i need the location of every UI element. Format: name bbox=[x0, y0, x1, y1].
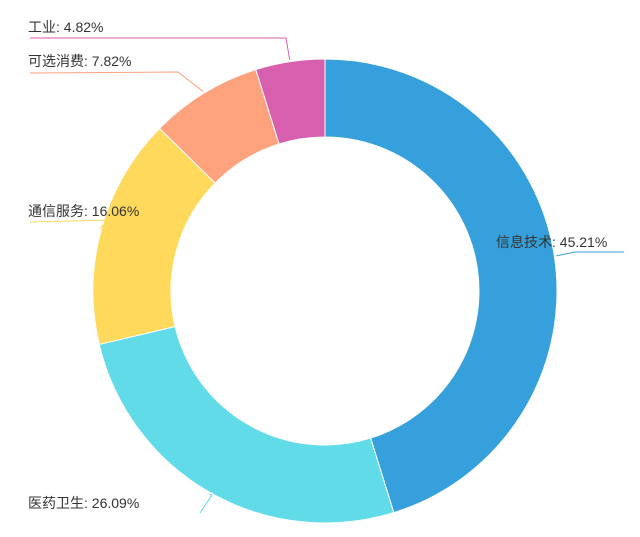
data-label-1: 医药卫生: 26.09% bbox=[28, 495, 139, 511]
leader-line-4 bbox=[30, 37, 291, 60]
slice-1[interactable] bbox=[98, 325, 395, 524]
data-label-2: 通信服务: 16.06% bbox=[28, 203, 139, 219]
data-labels-group: 信息技术: 45.21% 医药卫生: 26.09% 通信服务: 16.06% 可选消费… bbox=[28, 19, 607, 511]
slice-4[interactable] bbox=[255, 58, 326, 145]
data-label-3: 可选消费: 7.82% bbox=[28, 53, 131, 69]
data-label-4: 工业: 4.82% bbox=[28, 19, 103, 35]
leader-lines-group bbox=[29, 37, 624, 514]
slices-group bbox=[92, 58, 558, 524]
leader-line-3 bbox=[29, 71, 204, 92]
leader-line-2 bbox=[29, 219, 112, 229]
leader-line-0 bbox=[556, 251, 624, 257]
data-label-0: 信息技术: 45.21% bbox=[496, 234, 607, 250]
slice-0[interactable] bbox=[324, 58, 558, 514]
leader-line-1 bbox=[199, 493, 213, 514]
